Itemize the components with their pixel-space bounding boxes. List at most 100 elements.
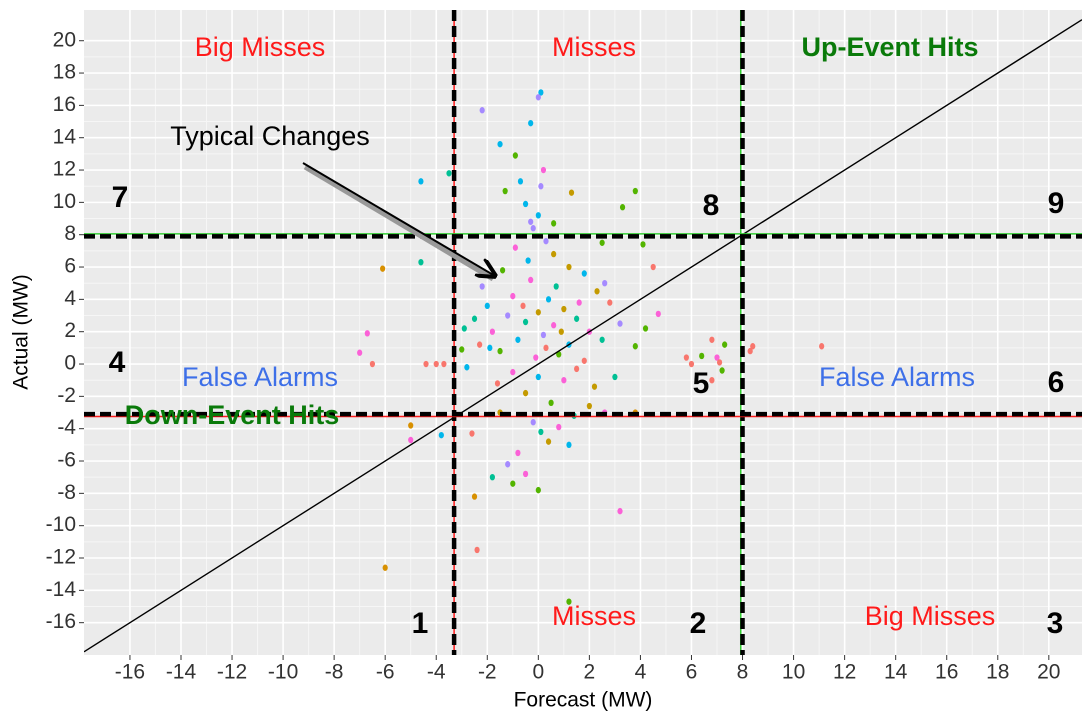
x-tick-label: 12 bbox=[833, 661, 856, 684]
point bbox=[607, 299, 613, 306]
point bbox=[566, 441, 572, 449]
y-tick-label: -2 bbox=[57, 384, 76, 407]
point bbox=[619, 204, 626, 211]
y-tick-label: 16 bbox=[53, 93, 76, 116]
y-tick-label: -6 bbox=[57, 449, 76, 472]
x-tick-label: -16 bbox=[115, 661, 145, 684]
point bbox=[533, 354, 539, 361]
point bbox=[599, 336, 605, 343]
point bbox=[709, 376, 715, 384]
point bbox=[683, 354, 689, 361]
point bbox=[819, 343, 825, 350]
point bbox=[408, 436, 414, 444]
point bbox=[538, 183, 544, 190]
point bbox=[446, 170, 452, 177]
annotation: Up-Event Hits bbox=[801, 32, 978, 62]
y-tick-label: 0 bbox=[64, 352, 76, 375]
point bbox=[459, 346, 465, 353]
annotation: Down-Event Hits bbox=[125, 400, 340, 430]
y-tick-label: 20 bbox=[53, 28, 76, 51]
point bbox=[535, 94, 541, 101]
point bbox=[441, 360, 447, 368]
annotation: Big Misses bbox=[195, 32, 326, 62]
point bbox=[750, 343, 756, 350]
point bbox=[494, 380, 501, 387]
arrow bbox=[302, 162, 495, 276]
point bbox=[477, 341, 483, 348]
point bbox=[525, 257, 531, 264]
point bbox=[540, 166, 547, 174]
point bbox=[543, 344, 549, 352]
point bbox=[558, 328, 564, 335]
region-number: 3 bbox=[1047, 607, 1064, 640]
point bbox=[479, 283, 485, 290]
point bbox=[517, 178, 524, 185]
point bbox=[471, 493, 478, 500]
point bbox=[438, 431, 444, 439]
point bbox=[357, 349, 363, 356]
x-tick-label: 6 bbox=[686, 661, 698, 684]
region-number: 5 bbox=[693, 367, 710, 400]
point bbox=[433, 360, 439, 368]
point bbox=[688, 360, 695, 368]
arrow-shadow bbox=[303, 164, 495, 282]
point bbox=[722, 341, 728, 348]
x-tick-label: 20 bbox=[1037, 661, 1060, 684]
y-tick-label: 14 bbox=[53, 125, 77, 148]
annotation: Misses bbox=[552, 601, 636, 631]
point bbox=[714, 354, 720, 361]
point bbox=[574, 365, 580, 373]
point bbox=[364, 330, 370, 337]
x-tick-label: -14 bbox=[166, 661, 197, 684]
point bbox=[632, 343, 638, 350]
point bbox=[489, 328, 495, 335]
point bbox=[716, 359, 723, 366]
point bbox=[502, 187, 508, 195]
annotation: Big Misses bbox=[865, 601, 996, 631]
point bbox=[522, 389, 529, 397]
point bbox=[499, 267, 506, 274]
point bbox=[538, 89, 544, 96]
point bbox=[515, 336, 521, 343]
ticks: -16 -14 -12 -10 -8 -6 -4 -2 0 2 4 6 8 10 12 14 16 18 20-16… bbox=[46, 28, 1061, 683]
point bbox=[471, 315, 478, 322]
point bbox=[528, 276, 534, 284]
y-tick-label: -14 bbox=[46, 578, 77, 601]
x-tick-label: 14 bbox=[884, 661, 908, 684]
point bbox=[380, 265, 386, 272]
region-number: 6 bbox=[1048, 366, 1065, 399]
point bbox=[574, 315, 580, 322]
point bbox=[566, 598, 572, 605]
point bbox=[515, 449, 521, 457]
point bbox=[479, 107, 485, 114]
point bbox=[540, 331, 547, 339]
y-tick-label: 18 bbox=[53, 61, 76, 84]
region-number: 1 bbox=[412, 607, 429, 640]
y-tick-label: -12 bbox=[46, 546, 76, 569]
point bbox=[581, 357, 587, 364]
y-tick-label: -10 bbox=[46, 513, 76, 536]
point bbox=[561, 305, 567, 313]
point bbox=[522, 470, 529, 478]
point bbox=[535, 486, 541, 494]
point bbox=[535, 309, 541, 316]
point bbox=[599, 239, 605, 246]
point bbox=[487, 344, 493, 352]
point bbox=[535, 373, 541, 381]
point bbox=[602, 279, 608, 287]
point bbox=[556, 423, 562, 431]
points bbox=[357, 89, 825, 605]
region-number: 9 bbox=[1048, 187, 1065, 220]
region-number: 8 bbox=[703, 189, 720, 222]
x-axis-label: Forecast (MW) bbox=[514, 689, 653, 712]
y-axis-label: Actual (MW) bbox=[10, 274, 33, 390]
y-tick-label: 4 bbox=[64, 287, 76, 310]
annotation: Misses bbox=[552, 32, 636, 62]
annotation: False Alarms bbox=[819, 362, 975, 392]
point bbox=[581, 270, 587, 277]
point bbox=[650, 263, 656, 271]
point bbox=[642, 325, 649, 332]
point bbox=[423, 360, 429, 368]
x-tick-label: -2 bbox=[478, 661, 497, 684]
x-tick-label: 0 bbox=[532, 661, 544, 684]
